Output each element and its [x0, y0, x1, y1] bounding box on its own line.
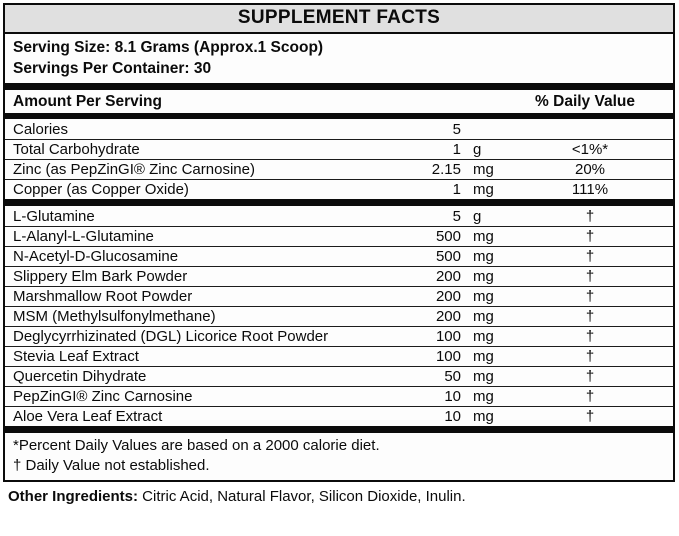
ingredient-unit: mg [473, 348, 494, 365]
ingredient-daily-value: † [585, 368, 595, 385]
table-row: Calories 5 [5, 119, 673, 139]
daily-value-header: % Daily Value [535, 92, 635, 110]
ingredient-name: Aloe Vera Leaf Extract [13, 408, 163, 425]
ingredient-daily-value: † [585, 228, 595, 245]
ingredient-daily-value: † [585, 308, 595, 325]
ingredient-daily-value: † [585, 288, 595, 305]
table-row: L-Glutamine 5 g † [5, 206, 673, 226]
table-row: Total Carbohydrate 1 g <1%* [5, 139, 673, 159]
ingredient-name: L-Alanyl-L-Glutamine [13, 228, 154, 245]
ingredient-unit: mg [473, 288, 494, 305]
table-row: Copper (as Copper Oxide) 1 mg 111% [5, 179, 673, 199]
ingredient-amount: 5 [452, 120, 461, 138]
table-row: Marshmallow Root Powder 200 mg † [5, 286, 673, 306]
divider-thick [5, 113, 673, 119]
table-row: Stevia Leaf Extract 100 mg † [5, 346, 673, 366]
column-header-row: Amount Per Serving % Daily Value [5, 90, 673, 113]
amount-per-serving-header: Amount Per Serving [13, 92, 162, 110]
ingredient-unit: mg [473, 328, 494, 345]
proprietary-section: L-Glutamine 5 g † L-Alanyl-L-Glutamine 5… [5, 206, 673, 426]
ingredient-daily-value: † [585, 408, 595, 425]
ingredient-unit: mg [473, 228, 494, 245]
table-row: Quercetin Dihydrate 50 mg † [5, 366, 673, 386]
ingredient-name: Slippery Elm Bark Powder [13, 268, 188, 285]
ingredient-amount: 200 [435, 308, 461, 325]
ingredient-amount: 1 [452, 141, 461, 158]
ingredient-unit: mg [473, 308, 494, 325]
footnote-daily-values: *Percent Daily Values are based on a 200… [13, 437, 380, 454]
ingredient-amount: 10 [444, 408, 461, 425]
ingredient-unit: mg [473, 181, 494, 198]
ingredient-name: PepZinGI® Zinc Carnosine [13, 388, 193, 405]
ingredient-daily-value: † [585, 248, 595, 265]
panel-title: SUPPLEMENT FACTS [5, 5, 673, 34]
servings-per-container: Servings Per Container: 30 [13, 60, 212, 77]
ingredient-unit: mg [473, 248, 494, 265]
ingredient-unit: mg [473, 268, 494, 285]
serving-size: Serving Size: 8.1 Grams (Approx.1 Scoop) [13, 39, 324, 56]
table-row: N-Acetyl-D-Glucosamine 500 mg † [5, 246, 673, 266]
ingredient-name: Calories [13, 120, 69, 138]
ingredient-name: Marshmallow Root Powder [13, 288, 193, 305]
ingredient-name: Quercetin Dihydrate [13, 368, 147, 385]
table-row: MSM (Methylsulfonylmethane) 200 mg † [5, 306, 673, 326]
ingredient-amount: 2.15 [431, 161, 461, 178]
ingredient-amount: 100 [435, 328, 461, 345]
ingredient-amount: 1 [452, 181, 461, 198]
ingredient-daily-value: † [585, 207, 595, 225]
table-row: Aloe Vera Leaf Extract 10 mg † [5, 406, 673, 426]
table-row: Zinc (as PepZinGI® Zinc Carnosine) 2.15 … [5, 159, 673, 179]
ingredient-name: Deglycyrrhizinated (DGL) Licorice Root P… [13, 328, 329, 345]
ingredient-unit: mg [473, 161, 494, 178]
ingredient-amount: 5 [452, 207, 461, 225]
other-ingredients-text: Citric Acid, Natural Flavor, Silicon Dio… [138, 488, 466, 505]
ingredient-daily-value: † [585, 348, 595, 365]
footnote-not-established: † Daily Value not established. [13, 457, 210, 474]
ingredient-daily-value: 111% [571, 181, 609, 198]
ingredient-unit: mg [473, 388, 494, 405]
table-row: PepZinGI® Zinc Carnosine 10 mg † [5, 386, 673, 406]
table-row: Deglycyrrhizinated (DGL) Licorice Root P… [5, 326, 673, 346]
divider-thick [5, 83, 673, 90]
footnotes: *Percent Daily Values are based on a 200… [5, 433, 673, 480]
ingredient-name: L-Glutamine [13, 207, 95, 225]
serving-info: Serving Size: 8.1 Grams (Approx.1 Scoop)… [5, 34, 673, 83]
ingredient-daily-value: † [585, 268, 595, 285]
ingredient-amount: 50 [444, 368, 461, 385]
divider-thick [5, 199, 673, 206]
ingredient-amount: 200 [435, 288, 461, 305]
ingredient-unit: g [473, 141, 482, 158]
nutrients-section: Calories 5 Total Carbohydrate 1 g <1%* Z… [5, 119, 673, 199]
ingredient-daily-value: <1%* [571, 141, 609, 158]
ingredient-unit: g [473, 207, 482, 225]
ingredient-name: MSM (Methylsulfonylmethane) [13, 308, 216, 325]
ingredient-daily-value: † [585, 388, 595, 405]
ingredient-name: Stevia Leaf Extract [13, 348, 139, 365]
ingredient-unit: mg [473, 368, 494, 385]
ingredient-daily-value: 20% [574, 161, 606, 178]
ingredient-amount: 200 [435, 268, 461, 285]
ingredient-amount: 500 [435, 228, 461, 245]
ingredient-daily-value: † [585, 328, 595, 345]
ingredient-amount: 100 [435, 348, 461, 365]
ingredient-name: Total Carbohydrate [13, 141, 140, 158]
table-row: Slippery Elm Bark Powder 200 mg † [5, 266, 673, 286]
ingredient-unit: mg [473, 408, 494, 425]
ingredient-name: N-Acetyl-D-Glucosamine [13, 248, 179, 265]
divider-thick [5, 426, 673, 433]
other-ingredients-label: Other Ingredients: [8, 488, 139, 505]
other-ingredients: Other Ingredients: Citric Acid, Natural … [0, 482, 679, 505]
supplement-facts-panel: SUPPLEMENT FACTS Serving Size: 8.1 Grams… [3, 3, 675, 482]
ingredient-name: Zinc (as PepZinGI® Zinc Carnosine) [13, 161, 255, 178]
table-row: L-Alanyl-L-Glutamine 500 mg † [5, 226, 673, 246]
ingredient-amount: 500 [435, 248, 461, 265]
ingredient-amount: 10 [444, 388, 461, 405]
ingredient-name: Copper (as Copper Oxide) [13, 181, 189, 198]
